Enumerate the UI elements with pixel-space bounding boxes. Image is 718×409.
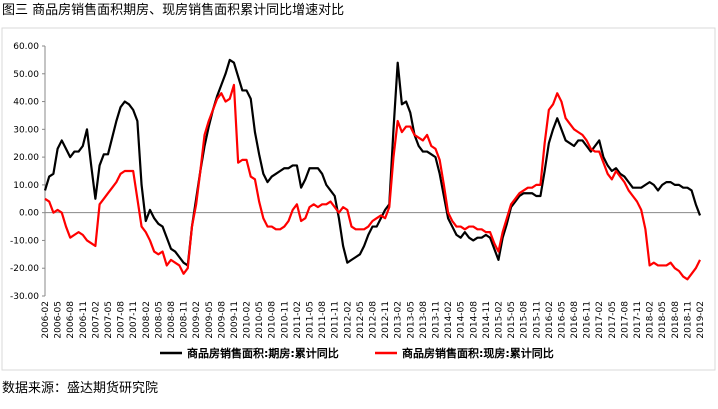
x-tick-label: 2018-05 — [658, 301, 668, 339]
x-tick-label: 2006-08 — [66, 301, 76, 339]
source: 数据来源：盛达期货研究院 — [2, 380, 158, 396]
x-tick-label: 2011-08 — [318, 301, 328, 339]
x-tick-label: 2008-02 — [142, 301, 152, 339]
x-tick-label: 2014-02 — [444, 301, 454, 339]
x-tick-label: 2010-02 — [243, 301, 253, 339]
y-tick-label: 50.00 — [13, 70, 39, 80]
x-tick-label: 2017-05 — [608, 301, 618, 339]
y-tick-label: -20.00 — [10, 264, 39, 274]
x-tick-label: 2012-11 — [381, 301, 391, 339]
legend-label: 商品房销售面积:现房:累计同比 — [402, 346, 554, 360]
y-tick-label: 10.00 — [13, 181, 39, 191]
x-tick-label: 2018-02 — [646, 301, 656, 339]
x-tick-label: 2013-11 — [431, 301, 441, 339]
x-tick-label: 2009-08 — [217, 301, 227, 339]
x-tick-label: 2008-08 — [167, 301, 177, 339]
chart-frame — [1, 27, 716, 371]
x-tick-label: 2016-08 — [570, 301, 580, 339]
x-tick-label: 2010-11 — [280, 301, 290, 339]
x-tick-label: 2007-08 — [117, 301, 127, 339]
x-tick-label: 2017-11 — [633, 301, 643, 339]
y-tick-label: 40.00 — [13, 98, 39, 108]
x-tick-label: 2016-02 — [545, 301, 555, 339]
x-tick-label: 2006-11 — [79, 301, 89, 339]
x-tick-label: 2012-05 — [356, 301, 366, 339]
series-line — [43, 58, 702, 267]
x-tick-label: 2019-02 — [696, 301, 706, 339]
x-tick-label: 2015-08 — [520, 301, 530, 339]
x-tick-label: 2006-05 — [54, 301, 64, 339]
y-tick-label: 20.00 — [13, 153, 39, 163]
x-tick-label: 2006-02 — [41, 301, 51, 339]
x-tick-label: 2007-05 — [104, 301, 114, 339]
x-tick-label: 2007-11 — [129, 301, 139, 339]
x-tick-label: 2014-05 — [457, 301, 467, 339]
x-tick-label: 2010-05 — [255, 301, 265, 339]
chart-title: 图三 商品房销售面积期房、现房销售面积累计同比增速对比 — [2, 2, 344, 18]
x-tick-label: 2007-02 — [91, 301, 101, 339]
x-tick-label: 2008-05 — [154, 301, 164, 339]
x-tick-label: 2016-11 — [583, 301, 593, 339]
x-tick-label: 2013-08 — [419, 301, 429, 339]
y-tick-label: 0.00 — [19, 209, 39, 219]
x-tick-label: 2012-02 — [343, 301, 353, 339]
x-tick-label: 2013-05 — [406, 301, 416, 339]
x-tick-label: 2011-02 — [293, 301, 303, 339]
x-tick-label: 2013-02 — [394, 301, 404, 339]
y-tick-label: -30.00 — [10, 292, 39, 302]
y-tick-label: 30.00 — [13, 125, 39, 135]
x-tick-label: 2018-11 — [683, 301, 693, 339]
x-tick-label: 2017-08 — [620, 301, 630, 339]
x-tick-label: 2009-05 — [205, 301, 215, 339]
x-tick-label: 2016-05 — [557, 301, 567, 339]
legend-label: 商品房销售面积:期房:累计同比 — [187, 346, 339, 360]
x-tick-label: 2011-11 — [331, 301, 341, 339]
x-tick-label: 2015-02 — [494, 301, 504, 339]
x-tick-label: 2010-08 — [268, 301, 278, 339]
x-tick-label: 2012-08 — [369, 301, 379, 339]
x-tick-label: 2008-11 — [180, 301, 190, 339]
y-tick-label: 60.00 — [13, 42, 39, 52]
y-tick-label: -10.00 — [10, 236, 39, 246]
x-tick-label: 2011-05 — [306, 301, 316, 339]
series-line — [44, 83, 701, 281]
x-tick-label: 2014-08 — [469, 301, 479, 339]
x-tick-label: 2015-05 — [507, 301, 517, 339]
x-tick-label: 2015-11 — [532, 301, 542, 339]
x-tick-label: 2018-08 — [671, 301, 681, 339]
x-tick-label: 2009-02 — [192, 301, 202, 339]
x-tick-label: 2017-02 — [595, 301, 605, 339]
x-tick-label: 2014-11 — [482, 301, 492, 339]
x-tick-label: 2009-11 — [230, 301, 240, 339]
